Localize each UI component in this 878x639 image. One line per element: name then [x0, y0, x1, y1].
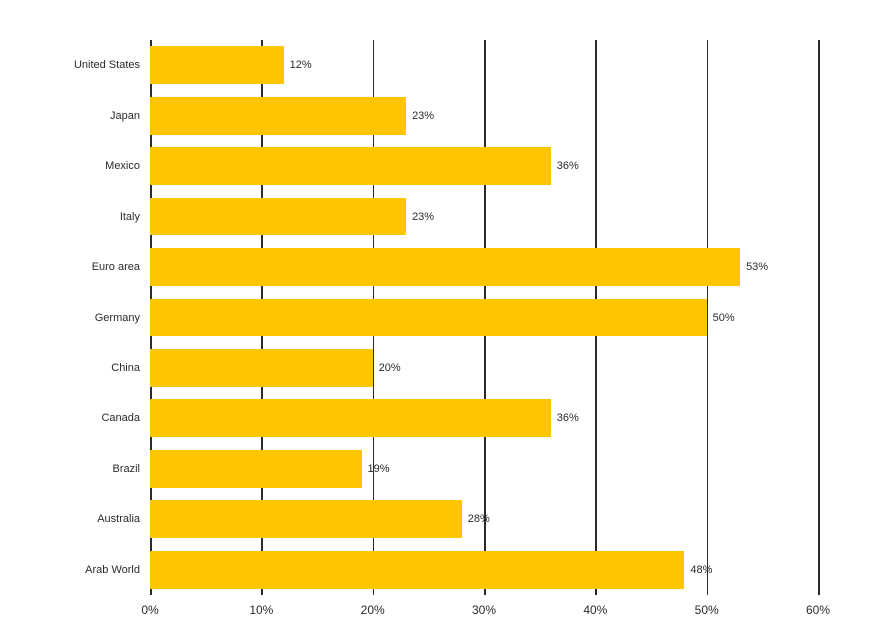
bar — [150, 46, 284, 84]
y-tick-label: Canada — [101, 412, 140, 424]
bar — [150, 97, 406, 135]
bar — [150, 450, 362, 488]
x-tick-label: 0% — [141, 603, 158, 617]
y-tick-label: China — [111, 362, 140, 374]
bar-value-label: 23% — [412, 110, 434, 122]
bar — [150, 147, 551, 185]
bar-chart: 0%10%20%30%40%50%60%United States12%Japa… — [150, 40, 818, 595]
bar-value-label: 23% — [412, 211, 434, 223]
y-tick-label: Italy — [120, 211, 140, 223]
bar-value-label: 19% — [368, 463, 390, 475]
gridline — [707, 40, 709, 595]
bar-value-label: 50% — [713, 312, 735, 324]
y-tick-label: Euro area — [92, 261, 140, 273]
y-tick-label: Australia — [97, 513, 140, 525]
bar — [150, 349, 373, 387]
x-tick-label: 30% — [472, 603, 496, 617]
y-tick-label: Arab World — [85, 564, 140, 576]
y-tick-label: Mexico — [105, 160, 140, 172]
bar — [150, 248, 740, 286]
x-tick-label: 40% — [583, 603, 607, 617]
bar — [150, 198, 406, 236]
bar-value-label: 20% — [379, 362, 401, 374]
x-tick-label: 60% — [806, 603, 830, 617]
x-tick-label: 20% — [361, 603, 385, 617]
bar-value-label: 12% — [290, 59, 312, 71]
bar-value-label: 28% — [468, 513, 490, 525]
bar-value-label: 48% — [690, 564, 712, 576]
y-tick-label: Japan — [110, 110, 140, 122]
bar — [150, 399, 551, 437]
bar-value-label: 53% — [746, 261, 768, 273]
y-tick-label: Germany — [95, 312, 140, 324]
bar — [150, 500, 462, 538]
x-tick-label: 50% — [695, 603, 719, 617]
bar-value-label: 36% — [557, 412, 579, 424]
plot-area: 0%10%20%30%40%50%60%United States12%Japa… — [150, 40, 818, 595]
bar — [150, 299, 707, 337]
bar-value-label: 36% — [557, 160, 579, 172]
y-tick-label: United States — [74, 59, 140, 71]
bar — [150, 551, 684, 589]
x-tick-label: 10% — [249, 603, 273, 617]
y-tick-label: Brazil — [112, 463, 140, 475]
gridline — [818, 40, 820, 595]
